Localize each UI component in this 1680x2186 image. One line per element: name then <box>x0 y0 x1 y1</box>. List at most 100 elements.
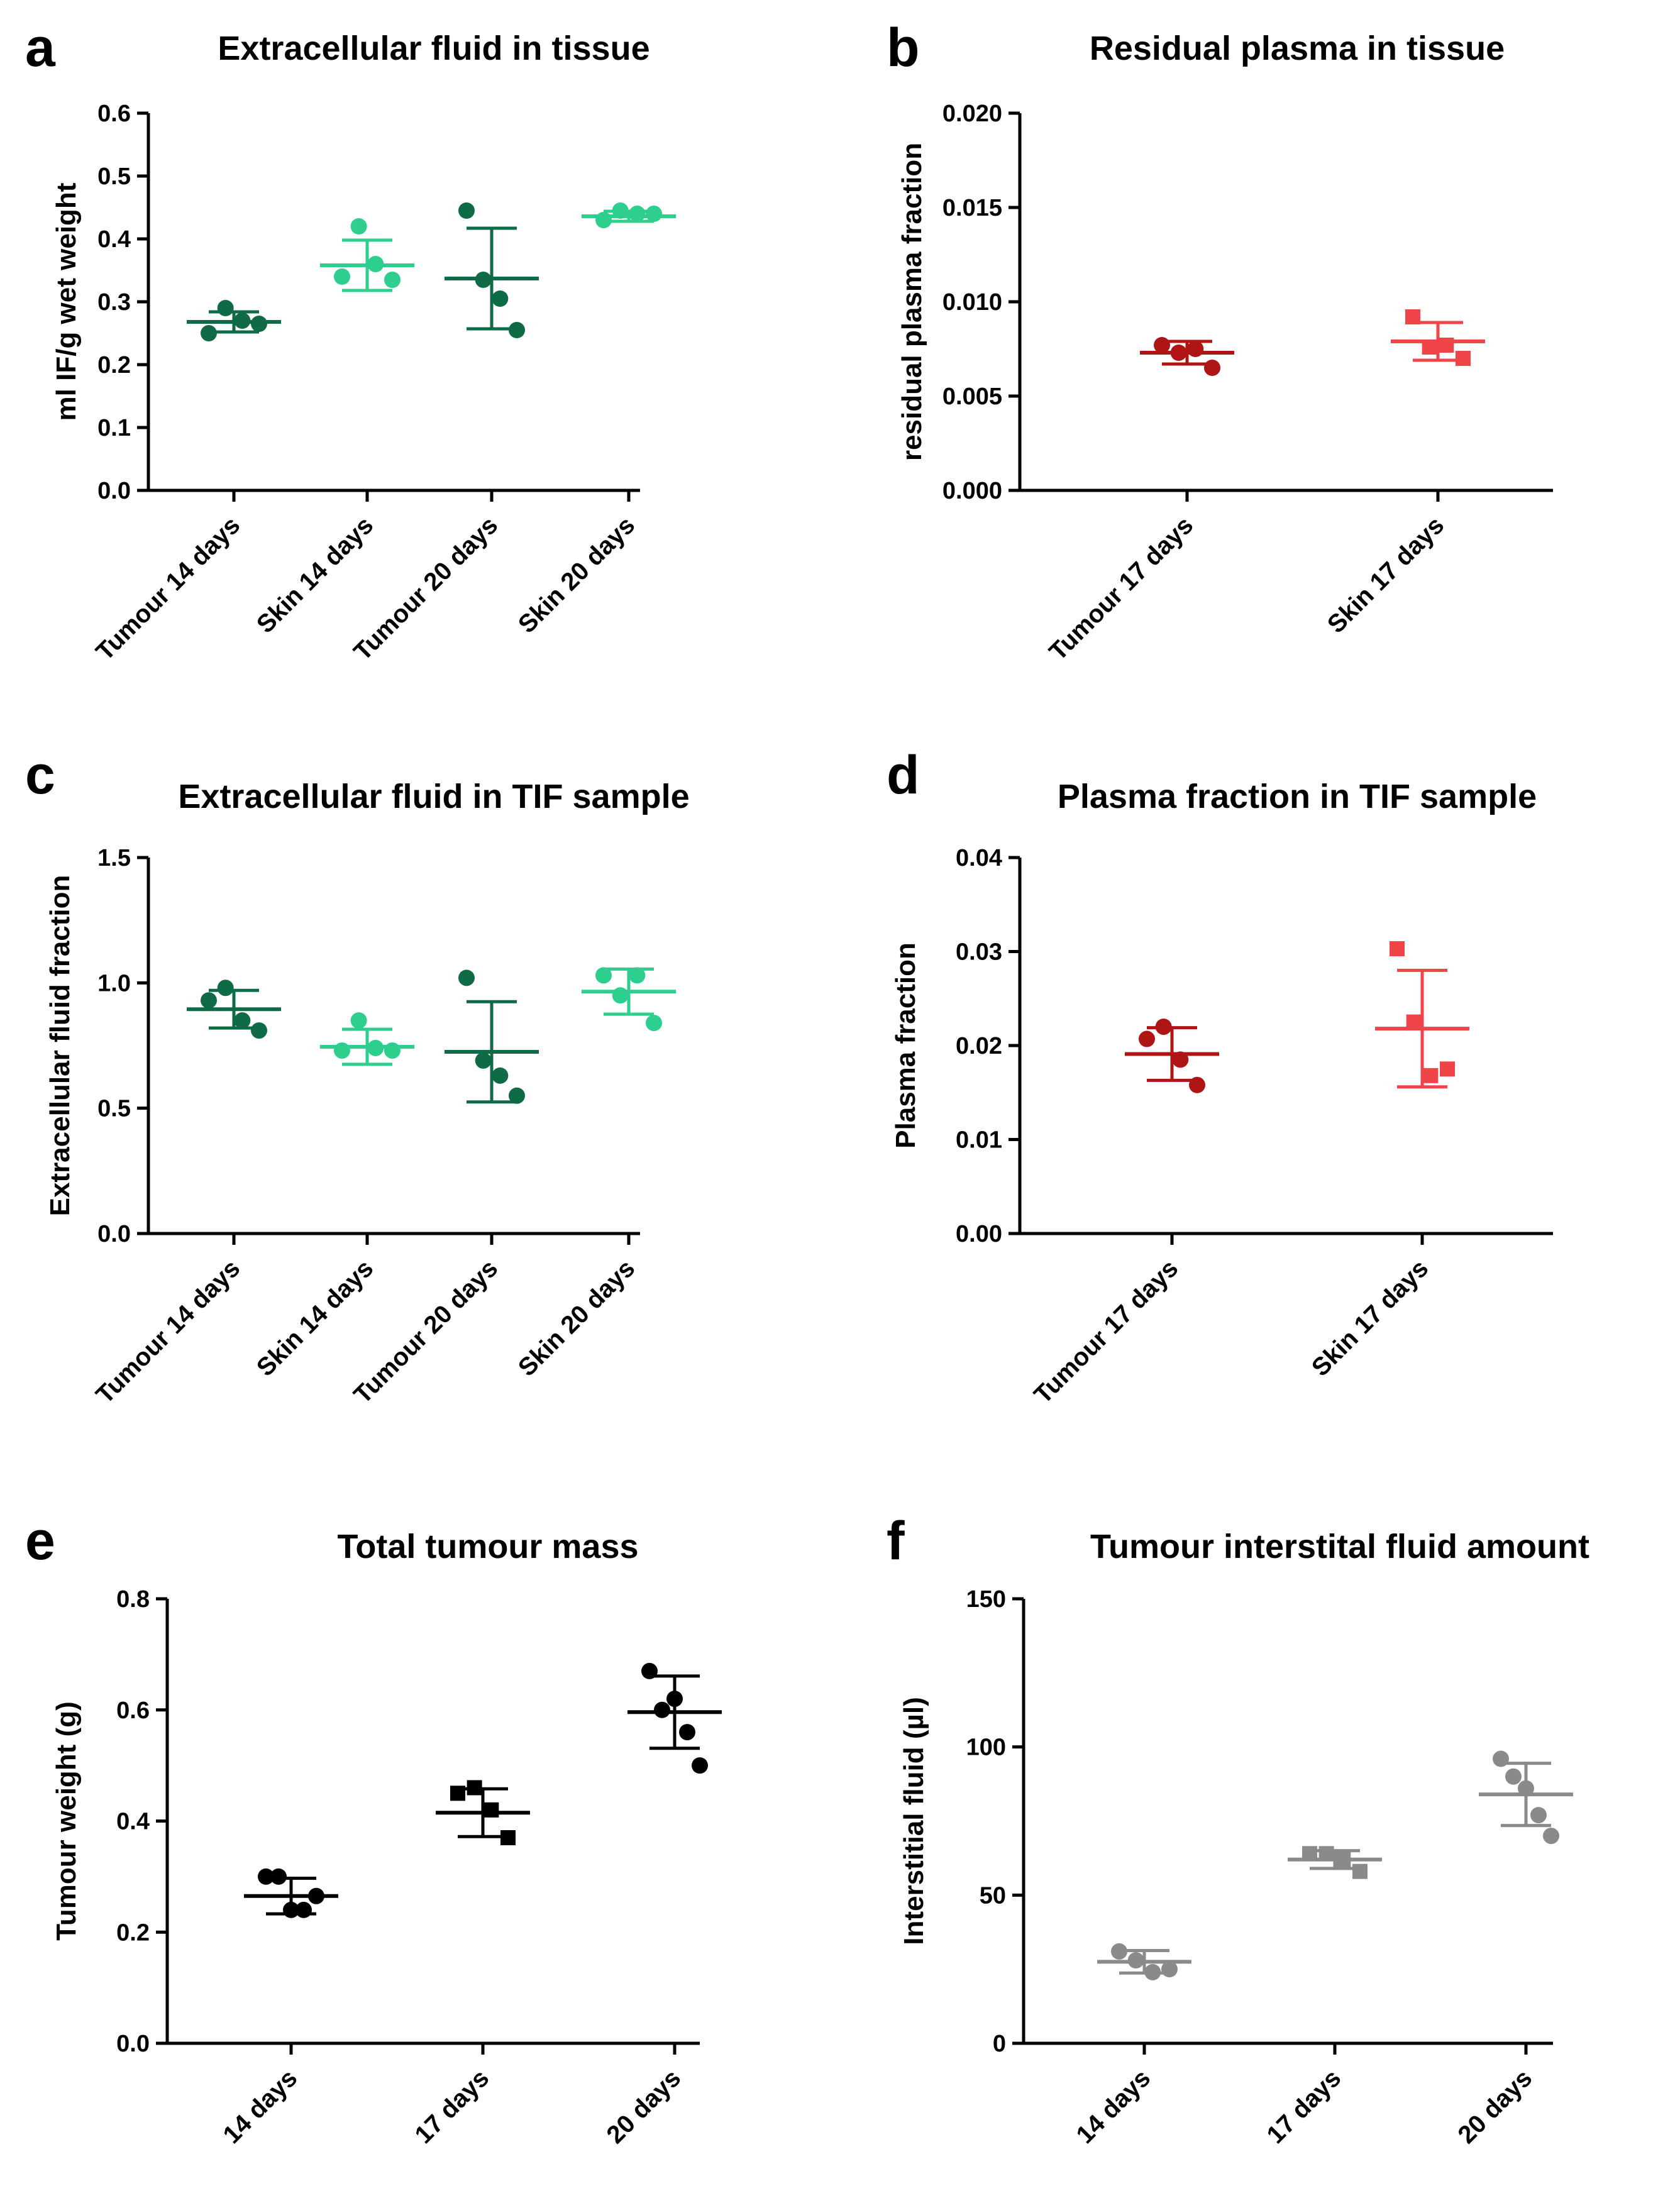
y-tick-label: 0.0 <box>116 2031 150 2057</box>
data-point <box>1139 1030 1155 1047</box>
data-point <box>1518 1780 1534 1797</box>
data-point <box>450 1786 465 1801</box>
y-tick-label: 0.010 <box>942 289 1002 316</box>
data-point <box>475 272 492 288</box>
y-tick-label: 0.8 <box>116 1586 150 1613</box>
data-point <box>1439 338 1454 353</box>
x-category-label: Skin 20 days <box>513 511 640 638</box>
data-point <box>201 992 217 1009</box>
x-category-label: Skin 14 days <box>251 1254 379 1381</box>
panel-letter: b <box>887 18 920 78</box>
data-point <box>1127 1952 1144 1969</box>
y-tick-label: 0.6 <box>116 1697 150 1724</box>
panel-letter: d <box>887 745 920 805</box>
y-tick-label: 0.1 <box>97 415 131 441</box>
data-point <box>350 1012 367 1029</box>
data-point <box>1406 1014 1422 1030</box>
y-axis-label: Extracellular fluid fraction <box>45 875 75 1217</box>
data-point <box>1187 341 1204 357</box>
y-tick-label: 0.005 <box>942 384 1002 410</box>
data-point <box>475 1052 492 1069</box>
data-point <box>646 1015 662 1032</box>
data-point <box>666 1691 683 1708</box>
panel-letter: c <box>25 745 55 805</box>
y-tick-label: 0.4 <box>97 226 131 253</box>
data-point <box>1422 339 1437 355</box>
data-point <box>234 1012 251 1029</box>
y-tick-label: 0.0 <box>97 1221 131 1247</box>
data-point <box>201 325 217 341</box>
y-tick-label: 1.0 <box>97 970 131 996</box>
data-point <box>1204 360 1220 376</box>
data-point <box>1302 1846 1317 1862</box>
data-point <box>1390 941 1405 957</box>
y-tick-label: 100 <box>966 1735 1006 1761</box>
data-point <box>258 1868 274 1885</box>
data-point <box>492 1067 509 1084</box>
data-point <box>334 1042 350 1059</box>
data-point <box>217 980 234 996</box>
data-point <box>500 1830 516 1846</box>
y-tick-label: 0.015 <box>942 195 1002 221</box>
data-point <box>654 1701 670 1718</box>
panel-d: d Plasma fraction in TIF sample 0.00 0.01 0.… <box>887 745 1553 1409</box>
data-point <box>612 987 629 1004</box>
data-point <box>629 967 646 984</box>
panel-a: a Extracellular fluid in tissue 0.0 0.1 0.2 0… <box>25 18 676 666</box>
y-tick-label: 0.5 <box>97 1096 131 1122</box>
data-point <box>1423 1068 1439 1083</box>
data-point <box>1335 1852 1351 1867</box>
data-point <box>1405 309 1420 324</box>
data-point <box>334 268 350 285</box>
data-point <box>367 256 384 272</box>
panel-title: Extracellular fluid in tissue <box>218 30 649 67</box>
y-tick-label: 0.3 <box>97 289 131 316</box>
data-point <box>1155 1018 1172 1035</box>
data-point <box>384 272 401 288</box>
data-point <box>251 1022 267 1039</box>
y-tick-label: 0.4 <box>116 1809 150 1835</box>
data-point <box>629 206 646 222</box>
data-point <box>1161 1961 1178 1978</box>
panel-c: c Extracellular fluid in TIF sample 0.0 0.5… <box>25 745 690 1409</box>
data-point <box>641 1662 658 1679</box>
data-point <box>646 206 662 222</box>
x-category-label: Skin 20 days <box>513 1254 640 1381</box>
x-category-label: Tumour 14 days <box>91 511 245 666</box>
data-point <box>283 1901 299 1918</box>
y-tick-label: 0.04 <box>956 845 1002 871</box>
y-tick-label: 0.02 <box>956 1033 1002 1059</box>
panel-b: b Residual plasma in tissue 0.000 0.005 0.01… <box>887 18 1553 666</box>
y-tick-label: 0.020 <box>942 101 1002 127</box>
panel-letter: f <box>887 1511 905 1571</box>
x-category-label: Skin 17 days <box>1307 1254 1434 1381</box>
data-point <box>251 316 267 332</box>
data-point <box>1170 345 1187 361</box>
y-tick-label: 0.2 <box>97 352 131 378</box>
y-axis-label: ml IF/g wet weight <box>51 182 82 421</box>
y-tick-label: 0.000 <box>942 478 1002 504</box>
y-tick-label: 0.5 <box>97 163 131 190</box>
data-point <box>595 967 612 984</box>
y-tick-label: 0.00 <box>956 1221 1002 1247</box>
data-point <box>1144 1963 1161 1980</box>
panel-title: Residual plasma in tissue <box>1090 30 1505 67</box>
data-point <box>1172 1051 1189 1068</box>
x-category-label: Tumour 14 days <box>91 1254 245 1409</box>
data-point <box>1543 1828 1559 1845</box>
data-point <box>234 312 251 329</box>
data-point <box>492 290 509 307</box>
panel-title: Total tumour mass <box>337 1528 638 1565</box>
data-point <box>484 1802 499 1818</box>
y-tick-label: 1.5 <box>97 845 131 871</box>
data-point <box>217 300 234 316</box>
data-point <box>595 212 612 228</box>
data-point <box>350 218 367 235</box>
y-axis-label: Tumour weight (g) <box>51 1701 82 1940</box>
data-point <box>612 202 629 219</box>
x-category-label: Tumour 17 days <box>1029 1254 1183 1409</box>
y-axis-label: Plasma fraction <box>890 942 921 1149</box>
x-category-label: 14 days <box>218 2064 302 2149</box>
data-point <box>509 1087 525 1104</box>
data-point <box>509 322 525 338</box>
